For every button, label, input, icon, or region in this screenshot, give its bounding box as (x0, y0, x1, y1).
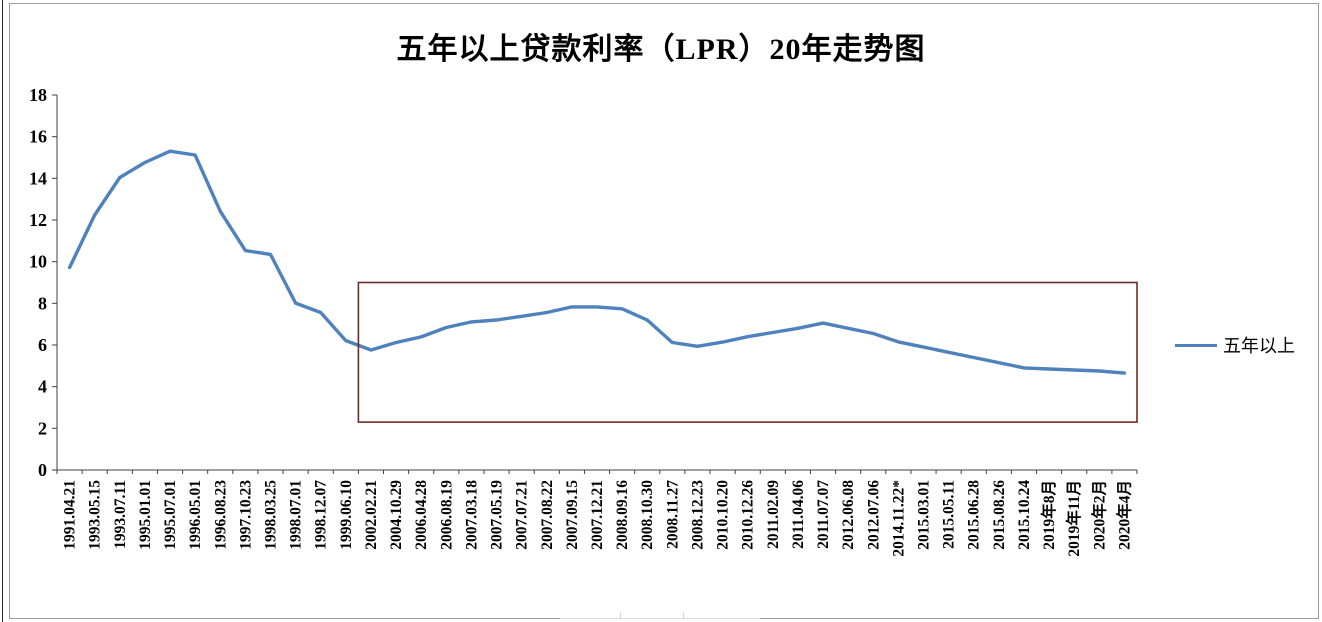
y-tick-label: 16 (29, 127, 47, 147)
x-tick-label: 1998.12.07 (313, 480, 330, 550)
x-tick-label: 2019年8月 (1039, 480, 1058, 550)
x-tick-label: 2006.08.19 (438, 480, 455, 550)
x-tick-label: 2007.05.19 (489, 480, 506, 550)
worksheet-gridline-hint (620, 612, 621, 619)
y-tick-label: 10 (29, 252, 47, 272)
x-tick-label: 2008.10.30 (639, 480, 656, 550)
x-tick-label: 1993.07.11 (112, 480, 129, 549)
worksheet-gridline-hint (560, 618, 760, 619)
x-tick-label: 2014.11.22* (890, 480, 907, 557)
x-tick-label: 2007.09.15 (564, 480, 581, 550)
x-tick-label: 2007.07.21 (514, 480, 531, 550)
x-tick-label: 2010.12.26 (740, 480, 757, 550)
x-tick-label: 1995.01.01 (137, 480, 154, 550)
y-tick-label: 4 (38, 377, 47, 397)
x-tick-label: 2015.06.28 (966, 480, 983, 550)
series-line (67, 149, 1127, 375)
x-tick-label: 2019年11月 (1064, 480, 1083, 557)
x-tick-label: 1997.10.23 (237, 480, 254, 550)
x-tick-label: 2011.07.07 (815, 480, 832, 549)
x-tick-label: 2015.10.24 (1016, 480, 1033, 550)
worksheet-gridline-hint (683, 612, 684, 619)
legend-label: 五年以上 (1223, 336, 1295, 356)
x-tick-label: 2004.10.29 (388, 480, 405, 550)
x-tick-label: 1998.03.25 (262, 480, 279, 550)
x-tick-label: 2012.07.06 (865, 480, 882, 550)
x-tick-label: 2007.08.22 (539, 480, 556, 550)
annotation-box (357, 281, 1138, 423)
y-tick-label: 0 (38, 460, 47, 480)
y-tick-label: 6 (38, 335, 47, 355)
x-tick-label: 2006.04.28 (413, 480, 430, 550)
y-tick-label: 18 (29, 85, 47, 105)
x-tick-label: 1991.04.21 (62, 480, 79, 550)
x-tick-label: 1993.05.15 (87, 480, 104, 550)
window-left-edge (2, 0, 3, 622)
x-tick-label: 2002.02.21 (363, 480, 380, 550)
y-tick-label: 8 (38, 293, 47, 313)
excel-chart-frame[interactable] (9, 3, 1319, 619)
x-tick-label: 2010.10.20 (715, 480, 732, 550)
x-tick-label: 1999.06.10 (338, 480, 355, 550)
x-tick-label: 2007.03.18 (463, 480, 480, 550)
x-tick-label: 1996.08.23 (212, 480, 229, 550)
x-tick-label: 1996.05.01 (187, 480, 204, 550)
y-tick-label: 12 (29, 210, 47, 230)
x-tick-label: 2015.08.26 (991, 480, 1008, 550)
x-tick-label: 1995.07.01 (162, 480, 179, 550)
x-tick-label: 2020年2月 (1089, 480, 1108, 550)
x-tick-label: 1998.07.01 (288, 480, 305, 550)
chart-title[interactable]: 五年以上贷款利率（LPR）20年走势图 (396, 33, 926, 66)
x-tick-label: 2011.04.06 (790, 480, 807, 549)
y-tick-label: 2 (38, 418, 47, 438)
x-tick-label: 2008.11.27 (664, 480, 681, 549)
x-tick-label: 2008.09.16 (614, 480, 631, 550)
x-tick-label: 2012.06.08 (840, 480, 857, 550)
x-tick-label: 2008.12.23 (689, 480, 706, 550)
legend-line-marker (1175, 343, 1217, 347)
x-tick-label: 2015.05.11 (941, 480, 958, 549)
x-tick-label: 2011.02.09 (765, 480, 782, 549)
x-tick-label: 2007.12.21 (589, 480, 606, 550)
x-tick-label: 2020年4月 (1114, 480, 1133, 550)
legend[interactable]: 五年以上 (1175, 335, 1295, 356)
y-tick-label: 14 (29, 168, 47, 188)
x-tick-label: 2015.03.01 (916, 480, 933, 550)
